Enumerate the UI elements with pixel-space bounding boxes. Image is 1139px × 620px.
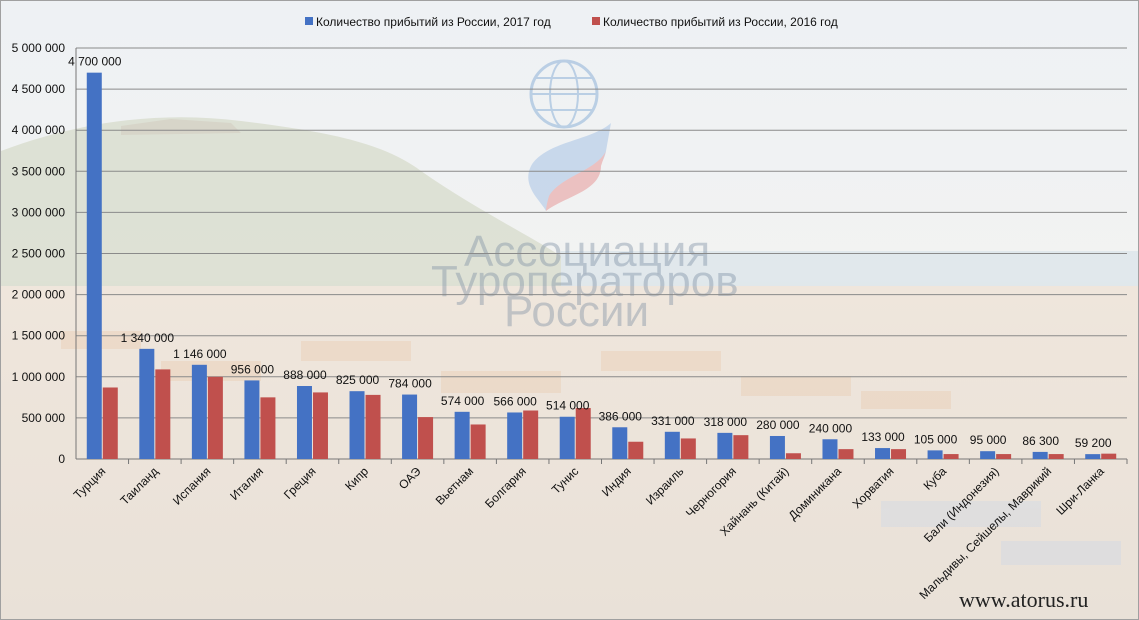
bar-2016 bbox=[943, 454, 959, 459]
data-label: 95 000 bbox=[970, 433, 1007, 447]
legend-swatch-2017 bbox=[305, 17, 313, 25]
data-label: 566 000 bbox=[493, 394, 537, 408]
bar-2017 bbox=[822, 439, 838, 459]
y-tick-label: 5 000 000 bbox=[12, 41, 66, 55]
bar-2016 bbox=[260, 397, 276, 459]
y-tick-label: 1 500 000 bbox=[12, 329, 66, 343]
data-labels: 4 700 000 1 340 000 1 146 000 956 000 888 00… bbox=[68, 55, 1112, 450]
bar-2017 bbox=[296, 386, 312, 459]
bar-2017 bbox=[559, 416, 575, 459]
bar-2017 bbox=[875, 448, 891, 459]
bars bbox=[86, 72, 1117, 459]
bar-2017 bbox=[1032, 451, 1048, 459]
bar-2016 bbox=[680, 438, 696, 459]
bar-2016 bbox=[891, 449, 907, 459]
bar-2016 bbox=[312, 392, 328, 459]
legend-swatch-2016 bbox=[592, 17, 600, 25]
legend: Количество прибытий из России, 2017 год … bbox=[305, 15, 838, 29]
data-label: 956 000 bbox=[231, 362, 275, 376]
globe-flag-icon bbox=[528, 59, 611, 211]
data-label: 1 340 000 bbox=[121, 331, 175, 345]
bar-2016 bbox=[155, 369, 171, 459]
bar-2017 bbox=[717, 432, 733, 459]
y-axis: 0 500 000 1 000 000 1 500 000 2 000 000 2 500… bbox=[12, 41, 66, 466]
y-tick-label: 1 000 000 bbox=[12, 370, 66, 384]
data-label: 240 000 bbox=[809, 421, 853, 435]
website-watermark: www.atorus.ru bbox=[959, 587, 1088, 612]
bar-2016 bbox=[102, 387, 118, 459]
y-tick-label: 3 000 000 bbox=[12, 205, 66, 219]
data-label: 1 146 000 bbox=[173, 347, 227, 361]
bar-2016 bbox=[838, 449, 854, 459]
bar-2017 bbox=[769, 435, 785, 459]
y-tick-label: 4 000 000 bbox=[12, 123, 66, 137]
bar-2017 bbox=[454, 411, 470, 459]
data-label: 280 000 bbox=[756, 418, 800, 432]
data-label: 386 000 bbox=[599, 409, 643, 423]
bar-2016 bbox=[628, 441, 644, 459]
bar-2016 bbox=[1048, 454, 1064, 459]
y-tick-label: 500 000 bbox=[22, 411, 66, 425]
bar-2017 bbox=[244, 380, 260, 459]
bar-2017 bbox=[980, 451, 996, 459]
data-label: 784 000 bbox=[388, 377, 432, 391]
bar-2016 bbox=[785, 453, 801, 459]
association-logo: Ассоциация Туроператоров России bbox=[431, 59, 739, 336]
logo-line-3: России bbox=[504, 287, 649, 336]
y-tick-label: 2 500 000 bbox=[12, 247, 66, 261]
bar-2016 bbox=[1101, 453, 1117, 459]
bar-2017 bbox=[664, 431, 680, 459]
data-label: 888 000 bbox=[283, 368, 327, 382]
data-label: 574 000 bbox=[441, 394, 485, 408]
bar-2016 bbox=[996, 454, 1012, 459]
bar-2016 bbox=[575, 408, 591, 459]
logo-line-2: Туроператоров bbox=[431, 257, 739, 306]
data-label: 105 000 bbox=[914, 432, 958, 446]
y-tick-label: 2 000 000 bbox=[12, 288, 66, 302]
bar-2016 bbox=[365, 394, 381, 459]
bar-2016 bbox=[470, 424, 486, 459]
logo-line-1: Ассоциация bbox=[464, 227, 710, 276]
bar-2017 bbox=[191, 364, 207, 459]
bar-2016 bbox=[418, 417, 434, 459]
bar-2017 bbox=[927, 450, 943, 459]
legend-label-2017: Количество прибытий из России, 2017 год bbox=[316, 15, 551, 29]
data-label: 86 300 bbox=[1022, 434, 1059, 448]
bar-2017 bbox=[402, 394, 418, 459]
bar-2016 bbox=[207, 376, 223, 459]
data-label: 59 200 bbox=[1075, 436, 1112, 450]
bar-2016 bbox=[733, 435, 749, 459]
data-label: 514 000 bbox=[546, 399, 590, 413]
bar-2017 bbox=[139, 348, 155, 459]
bar-2017 bbox=[1085, 454, 1101, 459]
y-tick-label: 4 500 000 bbox=[12, 82, 66, 96]
bar-2017 bbox=[349, 391, 365, 459]
data-label: 318 000 bbox=[704, 415, 748, 429]
bar-2016 bbox=[523, 410, 539, 459]
data-label: 133 000 bbox=[861, 430, 905, 444]
data-label: 331 000 bbox=[651, 414, 695, 428]
bar-2017 bbox=[86, 72, 102, 459]
data-label: 825 000 bbox=[336, 373, 380, 387]
bar-2017 bbox=[612, 427, 628, 459]
y-tick-label: 0 bbox=[58, 452, 65, 466]
bar-2017 bbox=[507, 412, 523, 459]
legend-label-2016: Количество прибытий из России, 2016 год bbox=[603, 15, 838, 29]
data-label: 4 700 000 bbox=[68, 55, 122, 69]
y-tick-label: 3 500 000 bbox=[12, 164, 66, 178]
